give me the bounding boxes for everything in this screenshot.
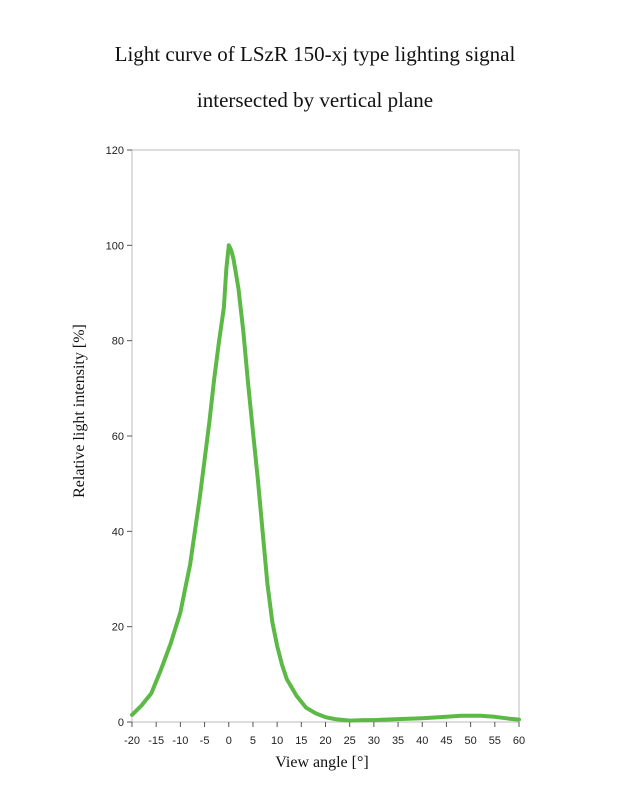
plot-frame [131, 149, 520, 723]
x-tick-label: 10 [271, 735, 283, 747]
x-tick-label: 15 [295, 735, 307, 747]
chart-title-line-1: Light curve of LSzR 150-xj type lighting… [114, 42, 516, 66]
chart-title-line-2: intersected by vertical plane [196, 88, 434, 112]
y-tick-label: 100 [106, 240, 124, 252]
x-tick-label: 20 [319, 735, 331, 747]
x-axis-title: View angle [°] [275, 754, 368, 771]
x-tick-label: 35 [392, 735, 404, 747]
x-tick-label: 45 [440, 735, 452, 747]
x-tick-label: 50 [465, 735, 477, 747]
x-tick-label: -20 [124, 735, 140, 747]
x-tick-label: 25 [344, 735, 356, 747]
y-tick-label: 40 [112, 526, 124, 538]
x-tick-label: 60 [513, 735, 525, 747]
y-axis-title: Relative light intensity [%] [71, 324, 88, 498]
y-tick-label: 20 [112, 622, 124, 634]
x-tick-label: -15 [148, 735, 164, 747]
x-tick-label: 0 [226, 735, 232, 747]
x-tick-label: 5 [250, 735, 256, 747]
series-line [130, 243, 521, 723]
x-tick-label: -10 [172, 735, 188, 747]
y-tick-label: 80 [112, 336, 124, 348]
y-tick-label: 60 [112, 431, 124, 443]
series-layer [130, 243, 521, 723]
x-tick-label: 40 [416, 735, 428, 747]
y-tick-label: 0 [118, 717, 124, 729]
x-tick-label: 55 [489, 735, 501, 747]
x-tick-label: -5 [200, 735, 210, 747]
y-tick-label: 120 [106, 145, 124, 157]
x-tick-label: 30 [368, 735, 380, 747]
y-axis: 0 20 40 60 80 100 120 [106, 145, 132, 729]
x-axis: -20 -15 -10 -5 0 5 10 15 20 25 30 35 40 45 50 55 60 [124, 722, 525, 747]
